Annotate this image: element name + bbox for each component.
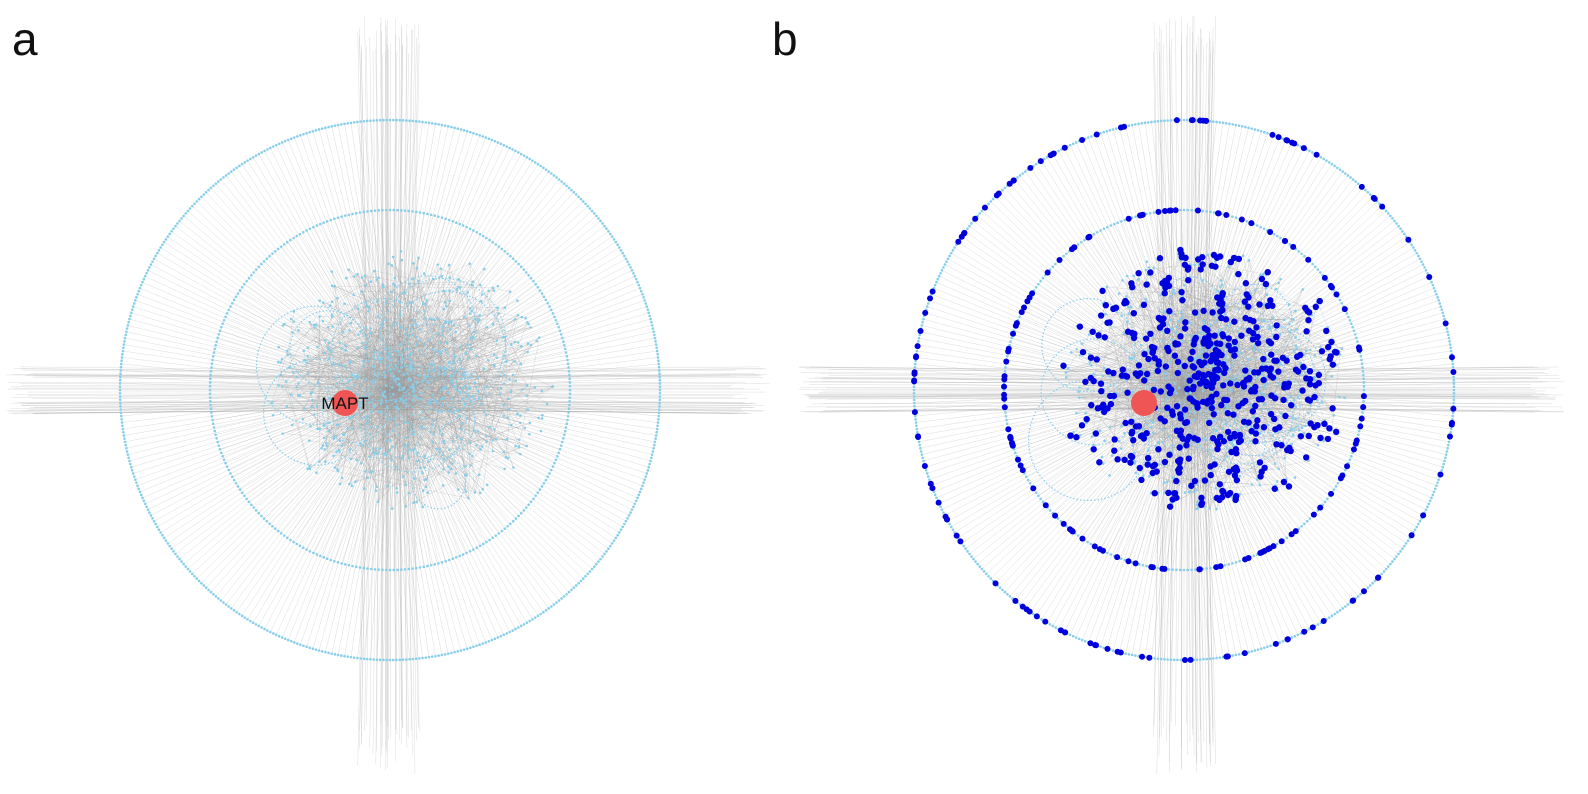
hub-label: MAPT — [321, 394, 368, 413]
panel-a: MAPT a — [5, 13, 770, 774]
network-graph-a: MAPT — [5, 15, 770, 774]
panel-b: b — [772, 0, 1588, 794]
network-graph-b — [799, 15, 1564, 775]
panel-letter-b: b — [772, 13, 798, 65]
panel-letter-a: a — [12, 13, 38, 65]
node-layer — [118, 118, 662, 662]
hub-node — [332, 390, 358, 416]
edge-layer — [799, 15, 1564, 775]
hub-node — [1131, 390, 1157, 416]
